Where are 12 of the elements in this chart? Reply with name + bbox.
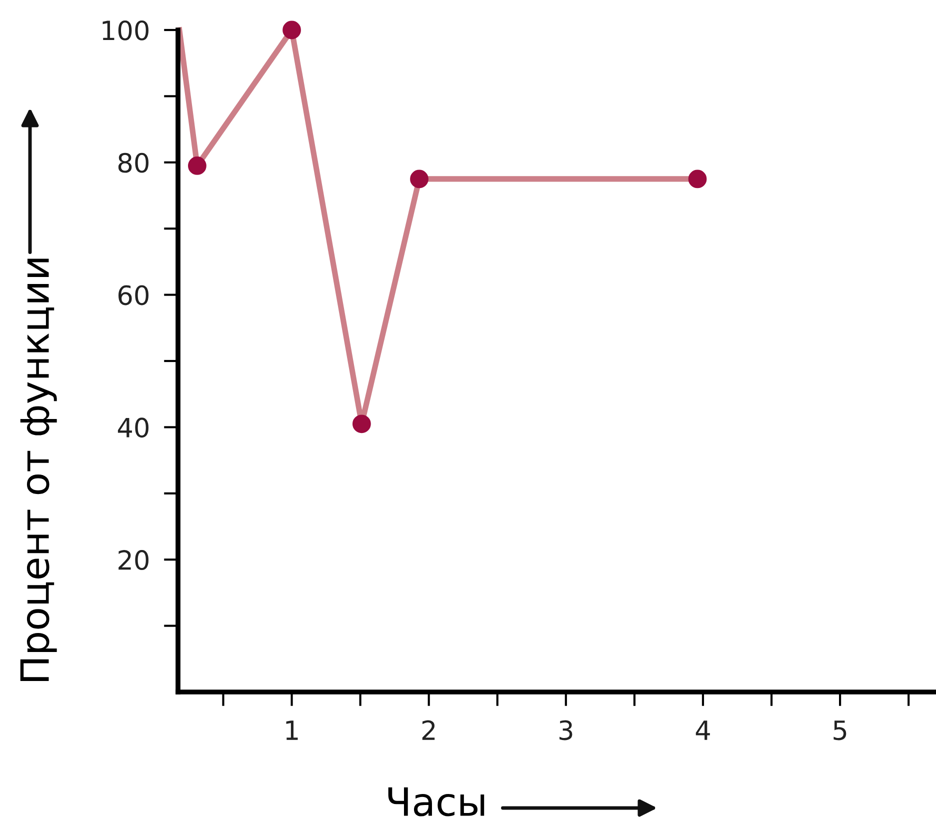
y-tick-label: 60: [118, 285, 148, 306]
x-tick-label: 1: [286, 720, 298, 740]
x-axis-title: Часы: [388, 787, 484, 816]
x-tick-label: 3: [560, 720, 572, 740]
x-tick-label: 5: [834, 720, 846, 740]
x-tick-label: 2: [422, 720, 435, 740]
y-tick-label: 100: [102, 20, 148, 40]
x-tick-label: 4: [696, 720, 710, 740]
y-tick-label: 20: [118, 550, 148, 570]
y-tick-label: 40: [118, 418, 148, 438]
y-tick-label: 80: [118, 152, 148, 173]
y-axis-title: Процент от функции: [20, 258, 57, 681]
